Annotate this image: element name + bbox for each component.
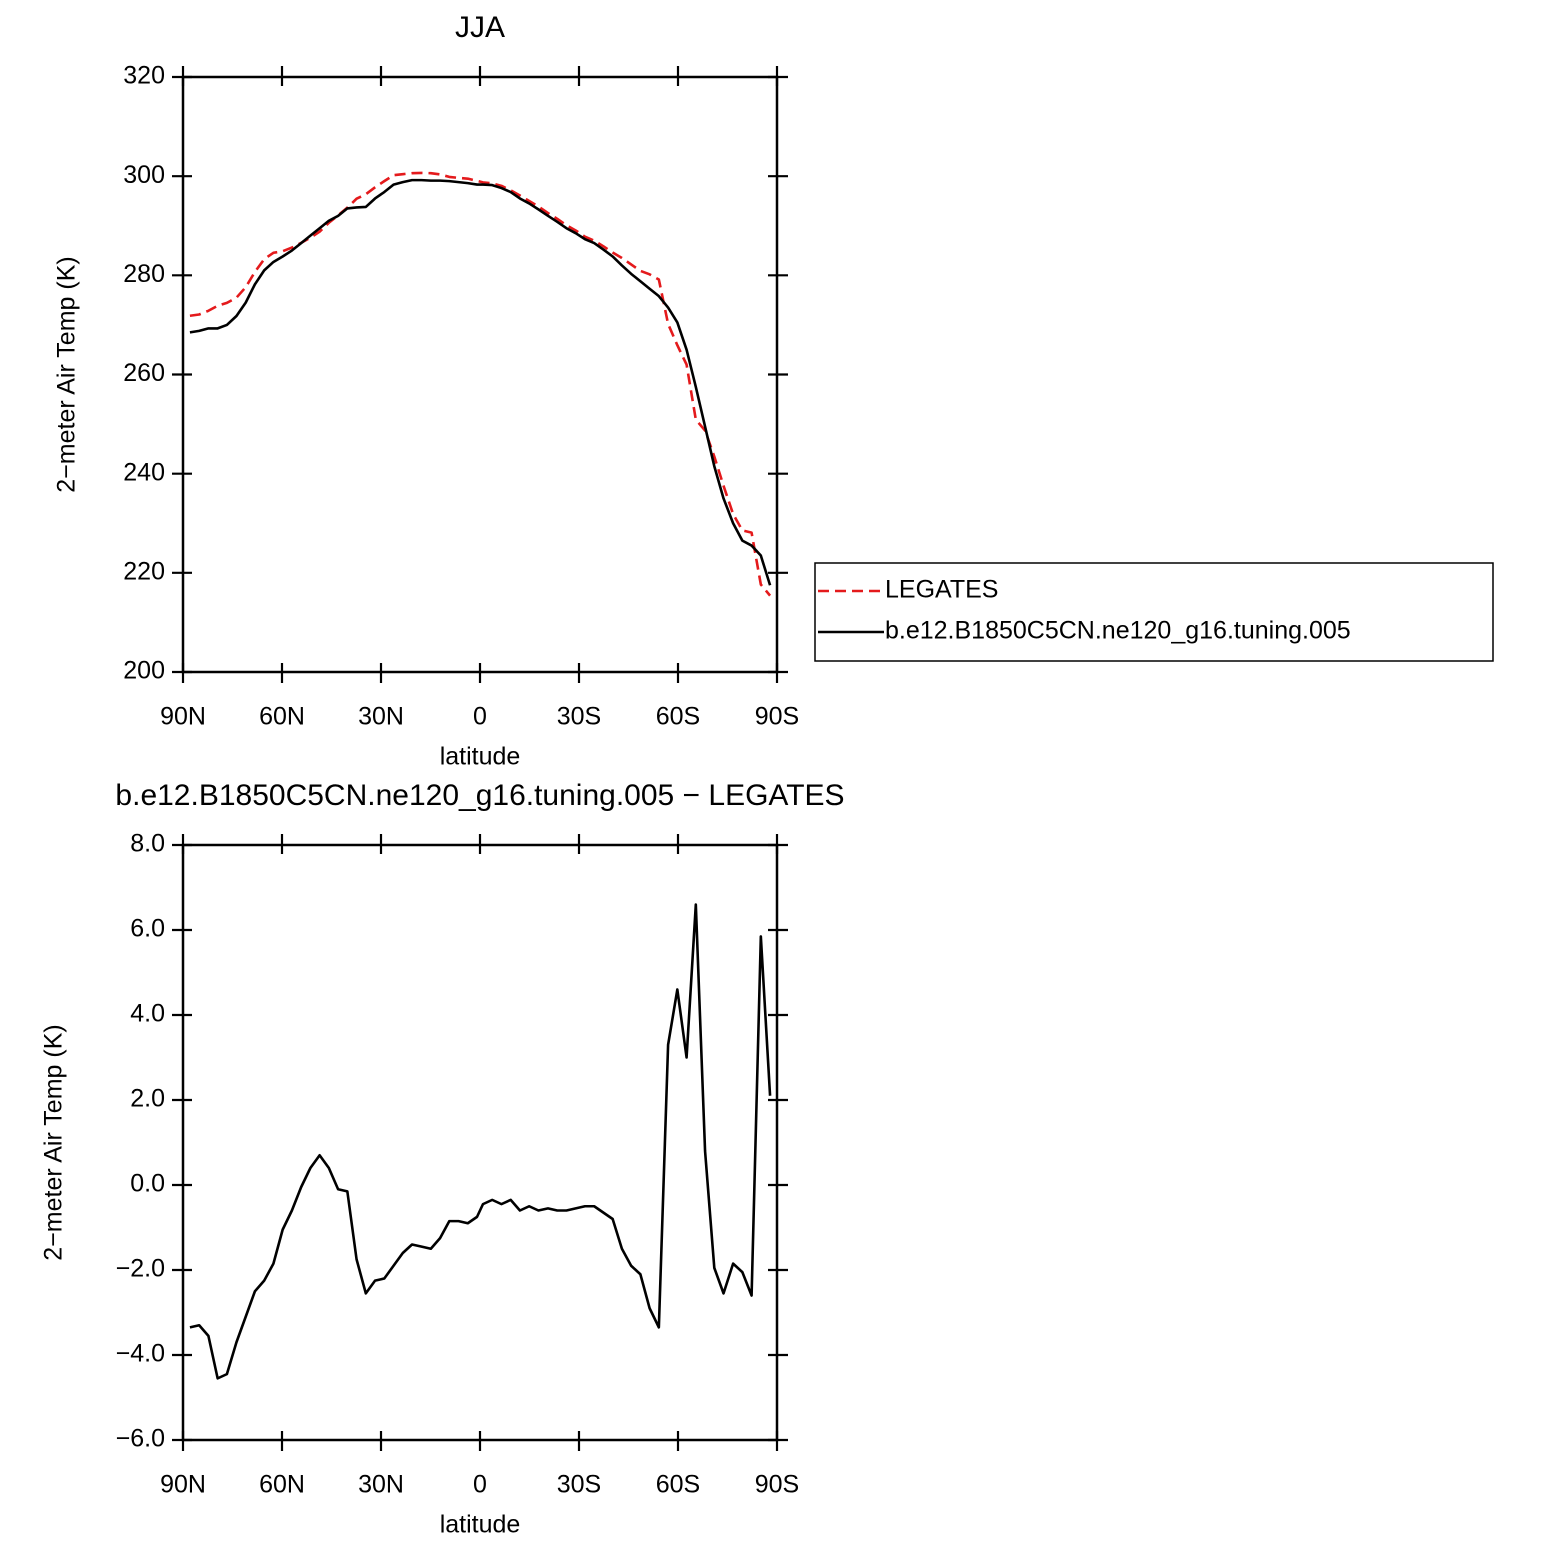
y-tick-label: 300 — [123, 161, 165, 189]
x-tick-label: 30N — [358, 703, 404, 731]
x-tick-label: 30S — [557, 1471, 601, 1499]
x-tick-label: 90S — [755, 1471, 799, 1499]
y-tick-label: 0.0 — [130, 1170, 165, 1198]
x-tick-label: 0 — [473, 1471, 487, 1499]
x-tick-label: 60N — [259, 703, 305, 731]
legend-box — [814, 562, 1494, 662]
series-line — [189, 171, 772, 597]
x-tick-label: 90N — [160, 703, 206, 731]
y-tick-label: −6.0 — [116, 1425, 165, 1453]
y-tick-label: 8.0 — [130, 830, 165, 858]
y-tick-label: 280 — [123, 260, 165, 288]
y-axis-label: 2−meter Air Temp (K) — [53, 256, 81, 492]
y-tick-label: 6.0 — [130, 915, 165, 943]
y-tick-label: −2.0 — [116, 1255, 165, 1283]
y-tick-label: 240 — [123, 458, 165, 486]
x-tick-label: 90N — [160, 1471, 206, 1499]
y-tick-label: 4.0 — [130, 1000, 165, 1028]
x-tick-label: 60N — [259, 1471, 305, 1499]
x-tick-label: 30N — [358, 1471, 404, 1499]
y-tick-label: 200 — [123, 657, 165, 685]
x-tick-label: 0 — [473, 703, 487, 731]
y-tick-label: 260 — [123, 359, 165, 387]
chart-title: b.e12.B1850C5CN.ne120_g16.tuning.005 − L… — [115, 779, 844, 812]
plot-frame — [181, 843, 779, 1442]
y-tick-label: 320 — [123, 62, 165, 90]
x-tick-label: 60S — [656, 703, 700, 731]
x-tick-label: 90S — [755, 703, 799, 731]
x-axis-label: latitude — [440, 743, 521, 771]
chart-title: JJA — [455, 11, 505, 44]
y-tick-label: 220 — [123, 557, 165, 585]
legend-label: LEGATES — [885, 576, 998, 604]
y-tick-label: −4.0 — [116, 1340, 165, 1368]
x-tick-label: 60S — [656, 1471, 700, 1499]
y-tick-label: 2.0 — [130, 1085, 165, 1113]
legend-label: b.e12.B1850C5CN.ne120_g16.tuning.005 — [885, 617, 1351, 645]
series-line — [189, 903, 772, 1380]
x-axis-label: latitude — [440, 1511, 521, 1539]
series-line — [189, 178, 772, 586]
x-tick-label: 30S — [557, 703, 601, 731]
y-axis-label: 2−meter Air Temp (K) — [40, 1024, 68, 1260]
